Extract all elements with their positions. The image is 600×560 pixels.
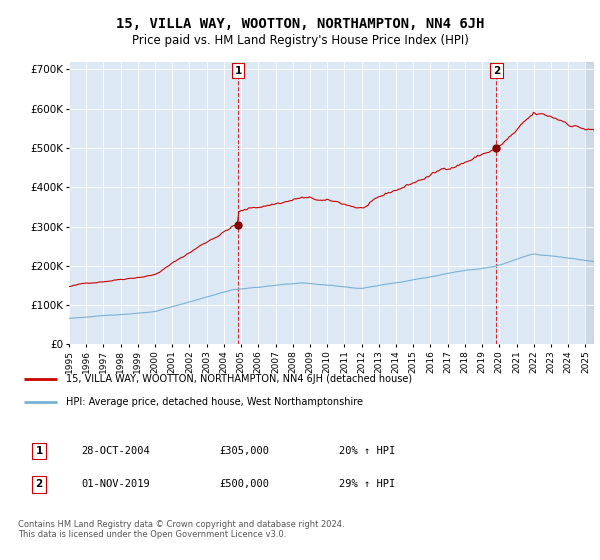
Text: 28-OCT-2004: 28-OCT-2004: [81, 446, 150, 456]
Text: £305,000: £305,000: [219, 446, 269, 456]
Text: 2: 2: [493, 66, 500, 76]
Text: Price paid vs. HM Land Registry's House Price Index (HPI): Price paid vs. HM Land Registry's House …: [131, 34, 469, 47]
Text: HPI: Average price, detached house, West Northamptonshire: HPI: Average price, detached house, West…: [66, 397, 363, 407]
Text: 20% ↑ HPI: 20% ↑ HPI: [339, 446, 395, 456]
Text: 29% ↑ HPI: 29% ↑ HPI: [339, 479, 395, 489]
Text: £500,000: £500,000: [219, 479, 269, 489]
Text: Contains HM Land Registry data © Crown copyright and database right 2024.
This d: Contains HM Land Registry data © Crown c…: [18, 520, 344, 539]
Text: 1: 1: [235, 66, 242, 76]
Text: 2: 2: [35, 479, 43, 489]
Bar: [586, 62, 594, 344]
Text: 01-NOV-2019: 01-NOV-2019: [81, 479, 150, 489]
Text: 1: 1: [35, 446, 43, 456]
Text: 15, VILLA WAY, WOOTTON, NORTHAMPTON, NN4 6JH: 15, VILLA WAY, WOOTTON, NORTHAMPTON, NN4…: [116, 16, 484, 30]
Text: 15, VILLA WAY, WOOTTON, NORTHAMPTON, NN4 6JH (detached house): 15, VILLA WAY, WOOTTON, NORTHAMPTON, NN4…: [66, 374, 412, 384]
